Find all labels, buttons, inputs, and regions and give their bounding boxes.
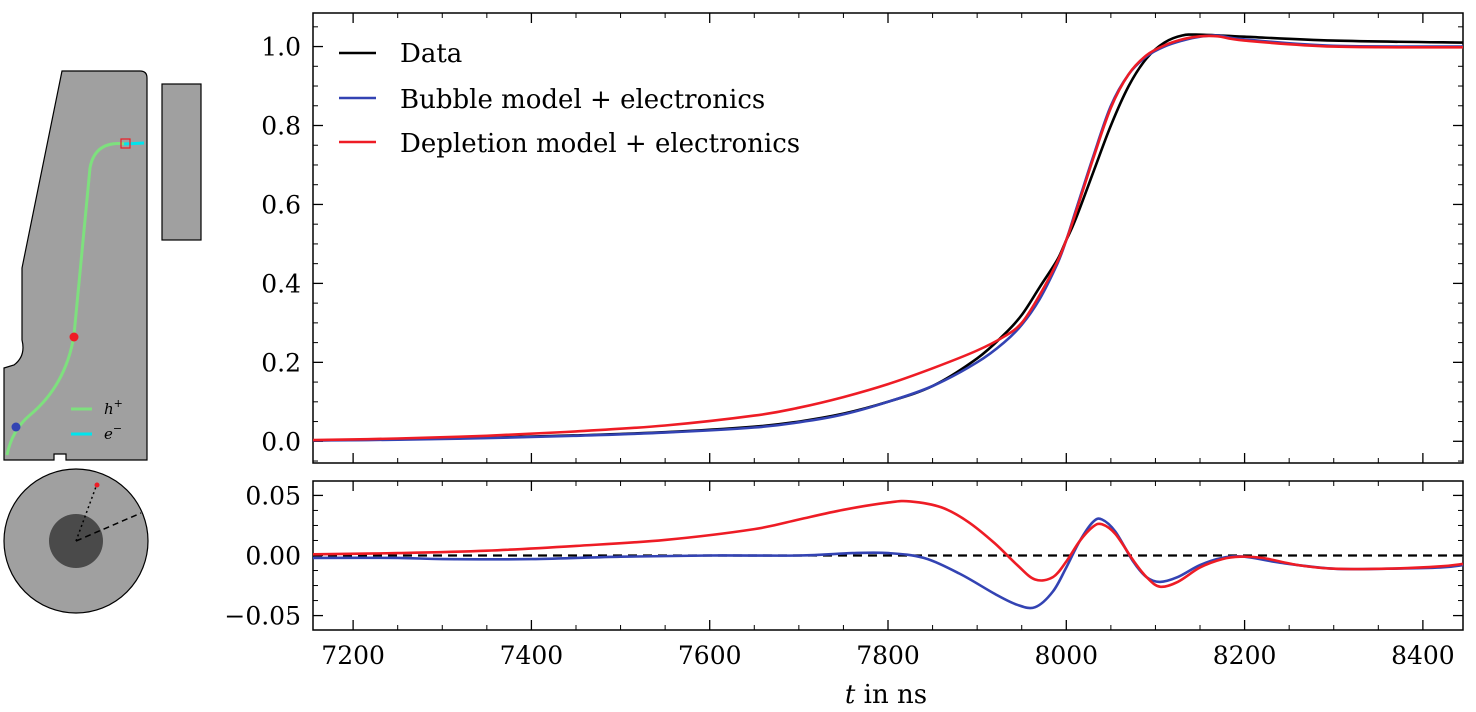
hole-legend-label: h+: [104, 397, 123, 418]
y-tick-label: −0.05: [224, 602, 301, 631]
main-panel-frame: [312, 12, 1464, 464]
main-ticks: 0.0 0.2 0.4 0.6 0.8 1.0: [261, 13, 1463, 463]
y-tick-label: 0.4: [261, 269, 301, 298]
res-series-1: [312, 499, 1464, 589]
x-tick-label: 7800: [856, 641, 920, 670]
detector-side-view: [3, 70, 148, 461]
x-tick-label: 8400: [1391, 641, 1455, 670]
radius-dashed: [75, 512, 142, 542]
y-tick-label: 0.00: [245, 542, 301, 571]
electron-drift-path: [123, 141, 145, 146]
readout-marker: [120, 138, 131, 149]
interaction-point: [69, 332, 79, 342]
y-tick-label: 1.0: [261, 33, 301, 62]
y-tick-label: 0.0: [261, 427, 301, 456]
main-series-2: [312, 34, 1464, 442]
x-tick-label: 7400: [500, 641, 564, 670]
x-tick-label: 8200: [1213, 641, 1277, 670]
y-tick-label: 0.05: [245, 481, 301, 510]
residual-ticks: 7200 7400 7600 7800 8000 8200 8400 −0.05 0.00 0.0…: [224, 481, 1463, 670]
start-point: [11, 422, 21, 432]
main-legend: Data Bubble model + electronics Depletio…: [339, 39, 800, 159]
radius-dotted: [75, 483, 98, 542]
legend-label-data: Data: [400, 39, 462, 69]
y-tick-label: 0.2: [261, 348, 301, 377]
legend-label-bubble: Bubble model + electronics: [400, 85, 765, 115]
x-tick-label: 7200: [321, 641, 385, 670]
top-interaction-point: [94, 482, 100, 488]
residual-panel: 7200 7400 7600 7800 8000 8200 8400 −0.05 0.00 0.0…: [224, 480, 1464, 710]
detector-schematic: h+ e−: [3, 70, 202, 614]
y-tick-label: 0.6: [261, 190, 301, 219]
contact-electrode: [161, 83, 202, 241]
x-tick-label: 8000: [1034, 641, 1098, 670]
x-axis-label: t in ns: [845, 680, 927, 710]
electron-legend-label: e−: [104, 422, 122, 443]
main-panel: 0.0 0.2 0.4 0.6 0.8 1.0 Data Bubble model + e…: [261, 12, 1464, 464]
main-series: [312, 33, 1464, 442]
residual-series: [312, 499, 1464, 610]
inset-legend: h+ e−: [71, 397, 123, 443]
y-tick-label: 0.8: [261, 112, 301, 141]
legend-label-depletion: Depletion model + electronics: [400, 129, 800, 159]
x-tick-label: 7600: [678, 641, 742, 670]
